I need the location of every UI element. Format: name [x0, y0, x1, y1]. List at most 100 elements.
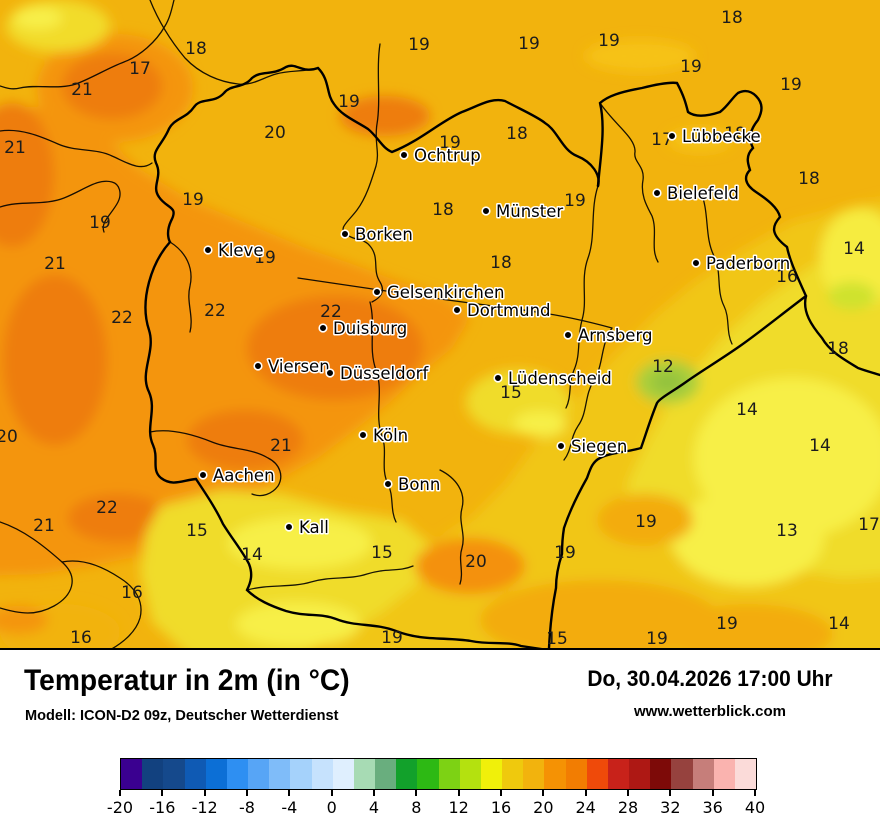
colorbar-tick-label: -8: [239, 798, 255, 817]
model-info: Modell: ICON-D2 09z, Deutscher Wetterdie…: [25, 707, 339, 724]
temp-zone: [514, 411, 566, 437]
colorbar-segment: [734, 759, 757, 789]
temp-value-label: 15: [371, 543, 393, 563]
temp-zone: [0, 106, 470, 576]
colorbar-tick: [584, 790, 587, 796]
temp-zone: [672, 490, 824, 586]
city-marker: Gelsenkirchen: [372, 282, 506, 304]
colorbar-tick-label: 20: [533, 798, 554, 817]
colorbar-segment: [629, 759, 651, 789]
district-border-line: [149, 0, 319, 85]
info-panel: Temperatur in 2m (in °C) Modell: ICON-D2…: [0, 650, 880, 830]
city-marker: Ochtrup: [399, 145, 482, 167]
city-marker: Duisburg: [318, 318, 409, 340]
colorbar-tick: [669, 790, 672, 796]
temp-value-label: 14: [736, 400, 758, 420]
district-border-line: [149, 430, 282, 497]
temp-value-label: 19: [254, 248, 276, 268]
temp-value-label: 19: [716, 614, 738, 634]
city-marker: Münster: [481, 201, 565, 223]
colorbar-segment: [713, 759, 735, 789]
temp-zone: [597, 494, 693, 546]
colorbar-tick: [415, 790, 418, 796]
temp-zone: [668, 128, 732, 152]
temp-value-label: 18: [432, 200, 454, 220]
temp-value-label: 19: [598, 31, 620, 51]
city-marker: Bonn: [383, 474, 442, 496]
district-border-line: [599, 102, 659, 263]
city-marker: Lübbecke: [667, 126, 762, 148]
city-name-label: Duisburg: [333, 319, 407, 338]
temp-zone: [585, 40, 695, 72]
temp-value-label: 19: [518, 34, 540, 54]
temp-zone: [3, 275, 107, 445]
temp-value-label: 19: [439, 133, 461, 153]
city-dot-icon: [325, 368, 335, 378]
city-marker: Siegen: [556, 436, 629, 458]
temp-value-label: 16: [121, 583, 143, 603]
colorbar-tick-label: -4: [281, 798, 298, 817]
city-dot-icon: [203, 245, 213, 255]
city-name-label: Borken: [355, 225, 413, 244]
city-dot-icon: [198, 470, 208, 480]
district-border-line: [0, 521, 73, 614]
colorbar-tick: [161, 790, 164, 796]
colorbar-tick-label: 8: [411, 798, 422, 817]
colorbar-segment: [396, 759, 418, 789]
colorbar-tick: [457, 790, 460, 796]
colorbar-tick: [711, 790, 714, 796]
colorbar-segment: [205, 759, 227, 789]
temp-value-label: 21: [33, 516, 55, 536]
district-border-line: [61, 560, 142, 650]
city-name-label: Münster: [496, 202, 563, 221]
temp-value-label: 19: [646, 629, 668, 649]
temp-zone: [0, 103, 54, 247]
city-dot-icon: [493, 373, 503, 383]
temp-value-label: 16: [776, 267, 798, 287]
colorbar-tick: [542, 790, 545, 796]
district-border-line: [369, 301, 397, 523]
temp-value-label: 22: [204, 301, 226, 321]
colorbar-segment: [692, 759, 714, 789]
city-dot-icon: [667, 131, 677, 141]
city-name-label: Köln: [373, 426, 408, 445]
city-dot-icon: [383, 479, 393, 489]
city-dot-icon: [284, 522, 294, 532]
temp-value-label: 17: [858, 515, 880, 535]
temp-zone: [480, 580, 720, 650]
colorbar-tick-label: 32: [660, 798, 681, 817]
city-dot-icon: [358, 430, 368, 440]
colorbar-segment: [565, 759, 587, 789]
district-border-line: [563, 327, 613, 461]
temp-zone: [187, 410, 303, 470]
city-marker: Bielefeld: [652, 183, 740, 205]
colorbar-segment: [353, 759, 376, 789]
temp-value-label: 14: [843, 239, 865, 259]
state-border-line: [194, 477, 550, 650]
colorbar-tick: [203, 790, 206, 796]
city-marker: Aachen: [198, 465, 276, 487]
colorbar-segment: [226, 759, 249, 789]
city-name-label: Siegen: [571, 437, 627, 456]
colorbar-segment: [523, 759, 545, 789]
temp-value-label: 12: [652, 357, 674, 377]
city-dot-icon: [318, 323, 328, 333]
state-border-line: [316, 66, 600, 188]
temp-value-label: 21: [4, 138, 26, 158]
page-title: Temperatur in 2m (in °C): [24, 664, 350, 697]
temp-value-label: 20: [264, 123, 286, 143]
colorbar-segment: [671, 759, 693, 789]
colorbar-segment: [269, 759, 291, 789]
colorbar-segment: [650, 759, 672, 789]
colorbar-tick: [373, 790, 375, 796]
temp-value-label: 19: [89, 213, 111, 233]
temp-value-label: 20: [0, 427, 18, 447]
state-border-line: [596, 81, 880, 377]
state-border-line: [547, 294, 808, 650]
temp-zone: [228, 517, 372, 569]
city-name-label: Kleve: [218, 241, 263, 260]
city-marker: Düsseldorf: [325, 363, 431, 385]
colorbar-segment: [184, 759, 206, 789]
temp-value-label: 22: [320, 302, 342, 322]
